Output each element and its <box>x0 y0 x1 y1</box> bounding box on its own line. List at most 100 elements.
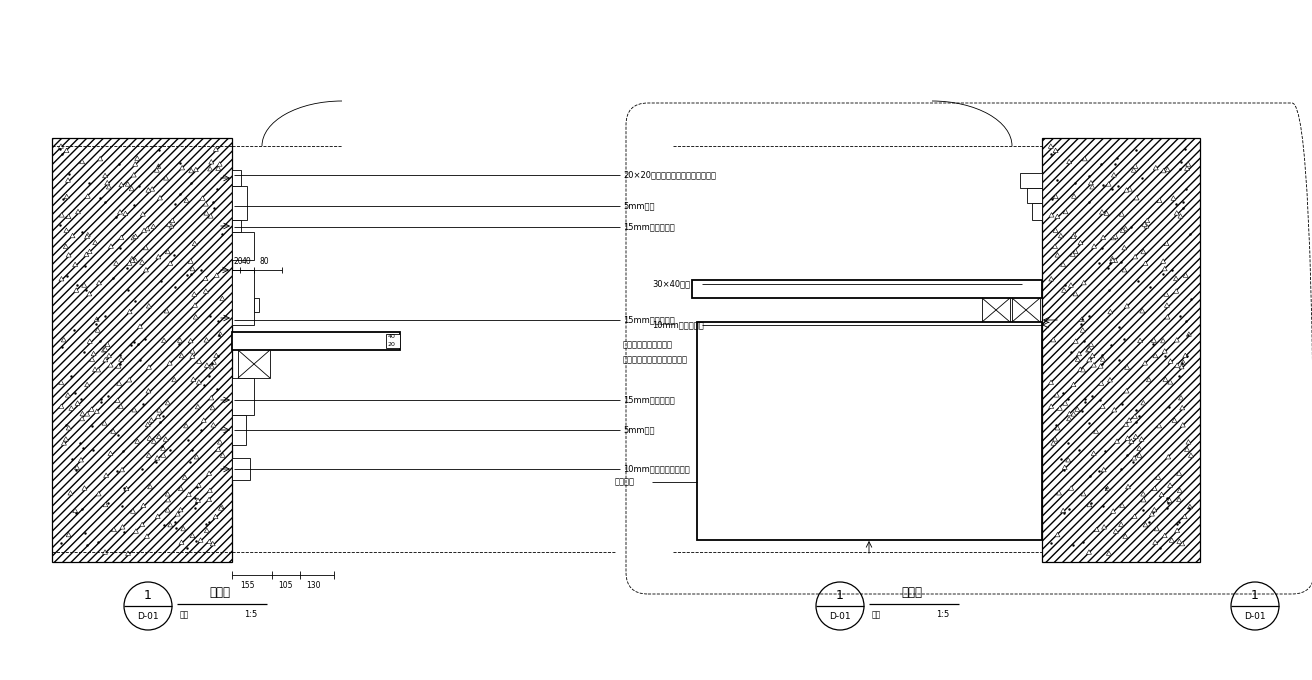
Polygon shape <box>168 522 173 527</box>
Polygon shape <box>155 456 160 460</box>
Polygon shape <box>1177 471 1182 475</box>
Polygon shape <box>1124 364 1130 369</box>
Polygon shape <box>160 446 165 450</box>
Polygon shape <box>203 337 209 342</box>
Polygon shape <box>1143 360 1148 365</box>
Polygon shape <box>1143 261 1148 265</box>
Polygon shape <box>147 453 151 458</box>
Polygon shape <box>1068 283 1073 287</box>
Text: 1: 1 <box>836 589 844 602</box>
Polygon shape <box>210 541 215 546</box>
Polygon shape <box>1127 418 1132 422</box>
Text: 20×20木线条黑色半亚清水油漆饰面: 20×20木线条黑色半亚清水油漆饰面 <box>623 171 716 180</box>
Polygon shape <box>163 437 168 441</box>
Polygon shape <box>85 233 91 237</box>
Polygon shape <box>197 359 202 363</box>
Polygon shape <box>1172 418 1177 422</box>
Polygon shape <box>1050 213 1054 217</box>
Polygon shape <box>176 511 180 516</box>
Polygon shape <box>1183 353 1187 358</box>
Polygon shape <box>1182 514 1187 519</box>
Polygon shape <box>1092 244 1097 248</box>
Polygon shape <box>94 317 100 322</box>
Polygon shape <box>1145 218 1149 223</box>
Polygon shape <box>1122 267 1127 272</box>
Polygon shape <box>190 377 195 381</box>
Polygon shape <box>214 273 219 277</box>
Polygon shape <box>96 492 101 496</box>
Polygon shape <box>156 414 160 418</box>
Polygon shape <box>1186 162 1191 166</box>
Bar <box>232 186 247 220</box>
Polygon shape <box>1174 363 1179 367</box>
Polygon shape <box>1060 508 1065 513</box>
Polygon shape <box>1071 382 1076 387</box>
Polygon shape <box>92 367 97 371</box>
Polygon shape <box>147 303 151 308</box>
Polygon shape <box>1101 467 1106 472</box>
Polygon shape <box>1067 411 1072 416</box>
Polygon shape <box>1081 492 1086 496</box>
Polygon shape <box>118 404 123 409</box>
Polygon shape <box>195 483 201 488</box>
Polygon shape <box>1106 182 1111 186</box>
Polygon shape <box>129 186 134 191</box>
Polygon shape <box>1177 488 1182 492</box>
Polygon shape <box>1102 524 1106 529</box>
Polygon shape <box>1077 367 1082 371</box>
Polygon shape <box>72 508 77 513</box>
Polygon shape <box>1114 439 1119 443</box>
Polygon shape <box>1134 434 1139 439</box>
Polygon shape <box>1055 532 1060 537</box>
Polygon shape <box>215 447 220 452</box>
Polygon shape <box>164 175 168 180</box>
Bar <box>1027 188 1042 203</box>
Polygon shape <box>1067 159 1072 164</box>
Polygon shape <box>1071 234 1076 239</box>
Polygon shape <box>1134 195 1139 200</box>
Polygon shape <box>1143 522 1148 527</box>
Polygon shape <box>1170 196 1176 201</box>
Polygon shape <box>135 156 139 160</box>
Bar <box>691 280 1042 298</box>
Bar <box>232 170 241 186</box>
Polygon shape <box>1153 354 1158 358</box>
Polygon shape <box>1077 352 1081 356</box>
Polygon shape <box>84 252 89 256</box>
Polygon shape <box>1069 486 1073 490</box>
Polygon shape <box>203 201 209 206</box>
Text: 10mm钉化玻璃夹千秋叶: 10mm钉化玻璃夹千秋叶 <box>623 464 690 473</box>
Polygon shape <box>156 254 161 259</box>
Polygon shape <box>62 337 67 342</box>
Polygon shape <box>1098 381 1103 386</box>
Polygon shape <box>1078 240 1082 245</box>
Polygon shape <box>1089 180 1093 185</box>
Polygon shape <box>165 401 171 405</box>
Polygon shape <box>165 250 171 254</box>
Polygon shape <box>193 303 198 307</box>
Polygon shape <box>201 418 206 422</box>
Polygon shape <box>96 367 101 372</box>
Polygon shape <box>1181 360 1186 364</box>
Polygon shape <box>140 503 146 507</box>
Bar <box>1012 298 1040 322</box>
Polygon shape <box>1166 454 1170 459</box>
Polygon shape <box>1061 288 1067 292</box>
Polygon shape <box>87 249 92 254</box>
Polygon shape <box>147 364 151 369</box>
Polygon shape <box>214 147 218 152</box>
Polygon shape <box>211 422 216 427</box>
Polygon shape <box>101 347 106 352</box>
Polygon shape <box>1157 198 1162 203</box>
Polygon shape <box>198 538 203 542</box>
Polygon shape <box>207 539 211 543</box>
Polygon shape <box>109 244 113 248</box>
Polygon shape <box>1051 337 1056 342</box>
Polygon shape <box>81 486 87 490</box>
Polygon shape <box>1161 169 1166 173</box>
Polygon shape <box>1174 337 1179 342</box>
Polygon shape <box>127 309 133 313</box>
Polygon shape <box>79 458 84 462</box>
Polygon shape <box>84 234 89 239</box>
Polygon shape <box>156 164 161 169</box>
